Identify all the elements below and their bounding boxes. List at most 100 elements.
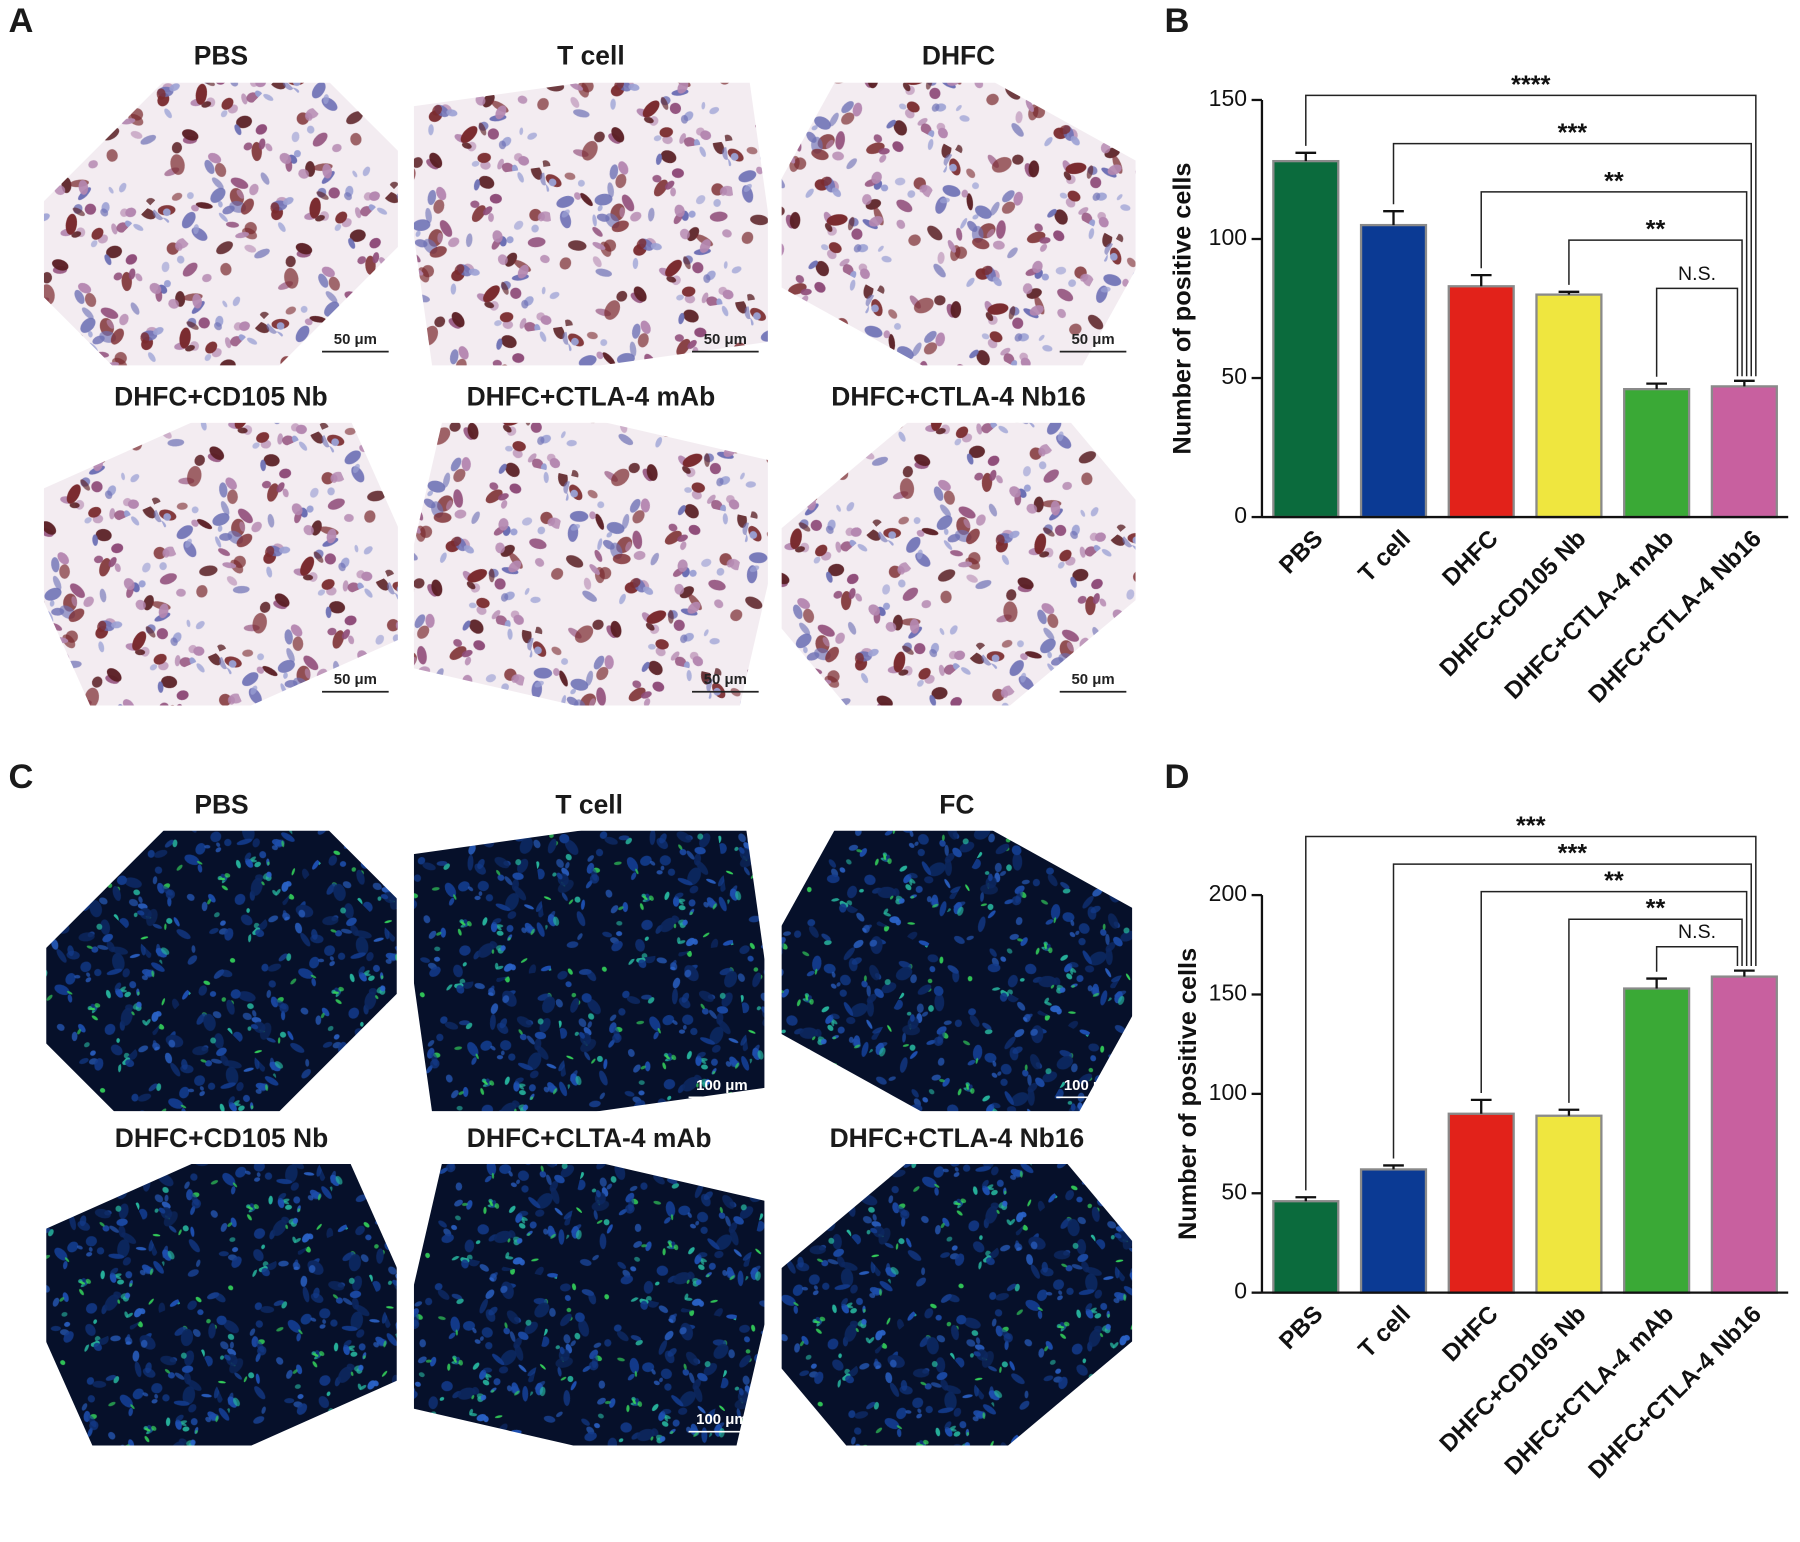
micrograph [413, 830, 765, 1112]
significance-bracket [1655, 946, 1739, 972]
micrograph [46, 830, 397, 1112]
bar [1447, 1112, 1515, 1294]
significance-label: **** [1511, 71, 1550, 99]
significance-bracket [1305, 835, 1757, 1191]
image-title: DHFC [922, 40, 995, 70]
micrograph [413, 1163, 765, 1446]
significance-bracket [1568, 239, 1743, 377]
scale-bar-label: 50 μm [1071, 671, 1114, 688]
micrograph-image [413, 422, 768, 706]
scale-bar-label: 50 μm [704, 671, 747, 688]
y-tick-label: 100 [1209, 1079, 1247, 1105]
scale-bar-label: 50 μm [334, 331, 377, 348]
significance-label: *** [1516, 812, 1546, 840]
significance-bracket [1655, 287, 1739, 377]
bar [1272, 159, 1340, 519]
micrograph [413, 422, 768, 706]
bar [1359, 223, 1428, 519]
x-tick-label: DHFC+CTLA-4 Nb16 [1583, 1301, 1766, 1484]
error-bar [1558, 290, 1580, 295]
x-tick-label: DHFC+CTLA-4 Nb16 [1583, 525, 1766, 708]
bar [1272, 1200, 1340, 1294]
image-title: PBS [194, 790, 248, 820]
micrograph-image [46, 830, 397, 1112]
significance-label: ** [1646, 216, 1666, 244]
significance-label: N.S. [1678, 263, 1716, 285]
micrograph-image [46, 1163, 397, 1446]
x-tick-label: DHFC+CD105 Nb [1435, 525, 1592, 682]
image-title: DHFC+CD105 Nb [115, 1123, 329, 1153]
y-tick-label: 50 [1221, 363, 1247, 389]
y-tick-label: 50 [1221, 1178, 1247, 1204]
bar [1710, 975, 1778, 1294]
scale-bar-label: 50 μm [334, 671, 377, 688]
image-title: T cell [557, 40, 625, 70]
y-axis-label: Number of positive cells [1174, 948, 1202, 1240]
micrograph-image [413, 82, 768, 366]
y-axis-label: Number of positive cells [1168, 162, 1196, 454]
panel-label: C [9, 758, 34, 796]
micrograph-image [413, 1163, 765, 1446]
significance-bracket [1568, 918, 1743, 1103]
error-bar [1470, 273, 1492, 287]
micrograph-image [781, 1163, 1133, 1446]
x-tick-label: T cell [1353, 1301, 1416, 1364]
x-tick-label: DHFC [1437, 1301, 1503, 1367]
image-title: PBS [194, 40, 248, 70]
significance-bracket [1392, 863, 1752, 1159]
image-title: T cell [555, 790, 623, 820]
significance-label: ** [1604, 867, 1624, 895]
micrograph-image [781, 830, 1133, 1112]
micrograph [781, 82, 1136, 366]
scale-bar-label: 50 μm [704, 331, 747, 348]
significance-label: *** [1558, 840, 1588, 868]
y-tick-label: 150 [1209, 980, 1247, 1006]
panel-label: D [1164, 758, 1189, 796]
micrograph-image [781, 422, 1136, 706]
error-bar [1558, 1108, 1580, 1116]
error-bar [1383, 1164, 1404, 1170]
micrograph [781, 1163, 1133, 1446]
bar [1535, 293, 1603, 519]
x-tick-label: PBS [1274, 525, 1328, 579]
micrograph-image [43, 422, 398, 706]
micrograph [413, 82, 768, 366]
scale-bar-label: 100 μm [1064, 1077, 1115, 1094]
image-title: DHFC+CTLA-4 Nb16 [831, 382, 1086, 412]
significance-bracket [1480, 191, 1748, 377]
y-tick-label: 0 [1234, 502, 1247, 528]
significance-label: ** [1604, 167, 1624, 195]
scale-bar-label: 100 μm [1064, 1411, 1115, 1428]
error-bar [1383, 210, 1404, 226]
y-tick-label: 200 [1209, 880, 1247, 906]
x-tick-label: DHFC+CTLA-4 mAb [1500, 1301, 1680, 1481]
micrograph [43, 82, 398, 366]
significance-bracket [1305, 94, 1757, 377]
x-tick-label: DHFC [1437, 525, 1503, 591]
x-tick-label: DHFC+CTLA-4 mAb [1500, 525, 1680, 705]
y-tick-label: 150 [1209, 85, 1247, 111]
error-bar [1734, 969, 1755, 977]
scale-bar-label: 100 μm [696, 1077, 747, 1094]
image-title: DHFC+CTLA-4 Nb16 [830, 1123, 1085, 1153]
scale-bar-label: 50 μm [1071, 331, 1114, 348]
micrograph-image [413, 830, 765, 1112]
image-title: DHFC+CD105 Nb [114, 382, 328, 412]
image-title: DHFC+CLTA-4 mAb [467, 1123, 712, 1153]
error-bar [1470, 1098, 1492, 1114]
significance-bracket [1480, 890, 1748, 1093]
image-title: FC [939, 790, 974, 820]
y-tick-label: 0 [1234, 1278, 1247, 1304]
error-bar [1646, 382, 1667, 390]
significance-label: N.S. [1678, 921, 1716, 943]
x-tick-label: T cell [1353, 525, 1416, 588]
scale-bar-label: 100 μm [328, 1411, 379, 1428]
micrograph [781, 422, 1136, 706]
error-bar [1646, 977, 1667, 989]
significance-bracket [1392, 142, 1752, 377]
bar [1623, 388, 1691, 519]
image-title: DHFC+CTLA-4 mAb [467, 382, 716, 412]
micrograph [43, 422, 398, 706]
bar [1447, 285, 1515, 519]
